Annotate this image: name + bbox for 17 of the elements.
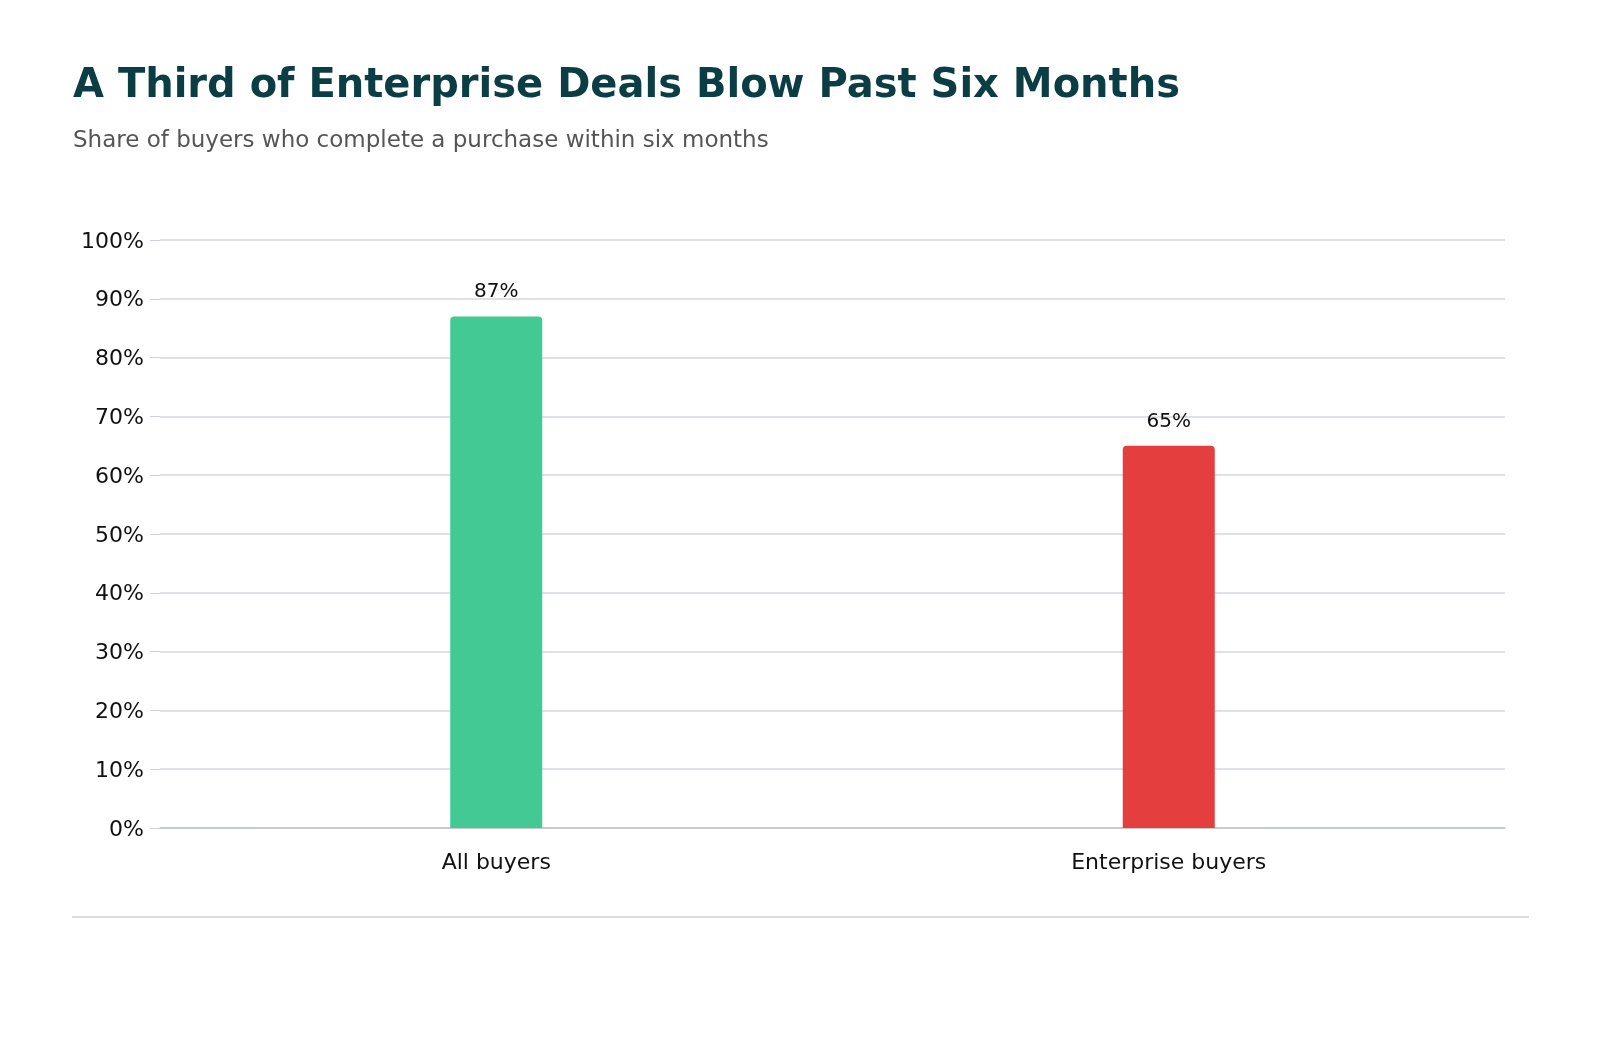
y-tick-label: 80% [95, 345, 144, 371]
y-tick-label: 50% [95, 521, 144, 547]
chart-subtitle: Share of buyers who complete a purchase within six months [73, 125, 769, 152]
chart-title: A Third of Enterprise Deals Blow Past Six Months [73, 60, 1180, 106]
y-tick-label: 100% [81, 227, 144, 253]
y-tick-label: 90% [95, 286, 144, 312]
y-tick-label: 40% [95, 580, 144, 606]
data-label: 65% [1146, 407, 1191, 432]
x-tick-label: Enterprise buyers [1071, 848, 1267, 874]
y-tick-label: 60% [95, 462, 144, 488]
y-tick-label: 70% [95, 403, 144, 429]
y-tick-label: 0% [109, 815, 144, 841]
y-tick-label: 20% [95, 697, 144, 723]
data-label: 87% [474, 278, 519, 303]
x-tick-label: All buyers [441, 848, 551, 874]
y-tick-label: 30% [95, 639, 144, 665]
y-tick-label: 10% [95, 756, 144, 782]
